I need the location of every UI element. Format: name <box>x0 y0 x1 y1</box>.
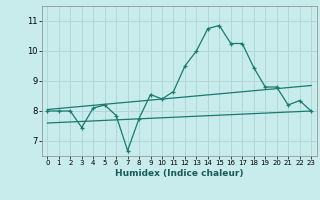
X-axis label: Humidex (Indice chaleur): Humidex (Indice chaleur) <box>115 169 244 178</box>
